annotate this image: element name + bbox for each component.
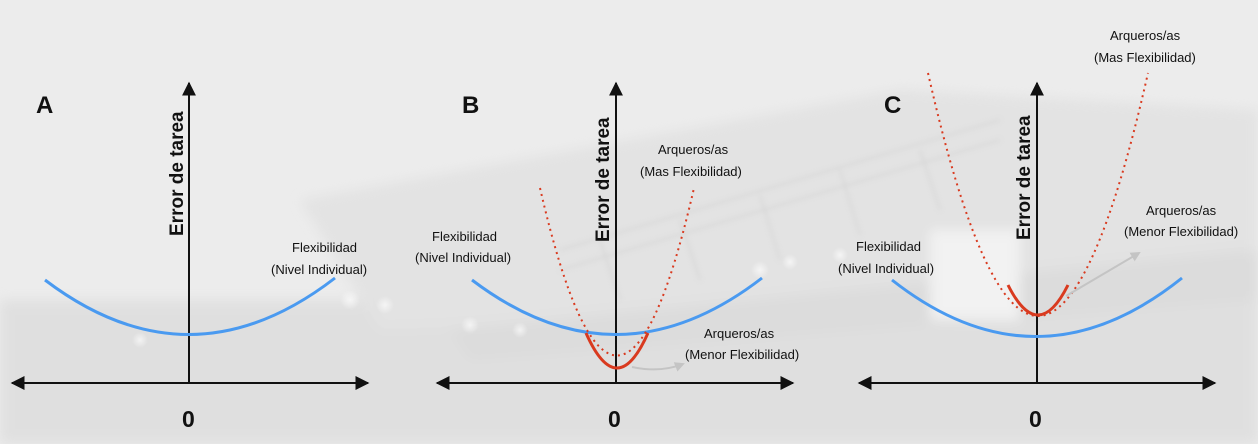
more-flexibility-label-line1: Arqueros/as bbox=[1110, 28, 1181, 43]
individual-flexibility-curve bbox=[891, 276, 1183, 338]
y-axis-title: Error de tarea bbox=[167, 111, 188, 236]
panel-letter: B bbox=[462, 92, 479, 119]
individual-flexibility-label-line2: (Nivel Individual) bbox=[838, 261, 934, 276]
less-flexibility-pointer-arrow bbox=[1065, 251, 1141, 297]
individual-flexibility-label-line1: Flexibilidad bbox=[432, 229, 497, 244]
panel-b: B Error de tarea 0 Flexibilidad (Nivel I… bbox=[415, 81, 799, 432]
individual-flexibility-label-line1: Flexibilidad bbox=[292, 240, 357, 255]
individual-flexibility-curve bbox=[44, 276, 336, 336]
archer-more-flexibility-curve bbox=[539, 187, 695, 357]
individual-flexibility-label-line2: (Nivel Individual) bbox=[415, 250, 511, 265]
archer-less-flexibility-curve bbox=[584, 332, 650, 370]
panel-c: C Error de tarea 0 Flexibilidad (Nivel I… bbox=[838, 28, 1238, 432]
more-flexibility-label-line2: (Mas Flexibilidad) bbox=[640, 164, 742, 179]
x-axis-zero-label: 0 bbox=[1029, 406, 1042, 432]
panel-a: A Error de tarea 0 Flexibilidad (Nivel I… bbox=[10, 81, 370, 432]
archer-less-flexibility-curve bbox=[1006, 284, 1070, 317]
less-flexibility-label-line1: Arqueros/as bbox=[704, 326, 775, 341]
panel-letter: C bbox=[884, 92, 901, 119]
more-flexibility-label-line2: (Mas Flexibilidad) bbox=[1094, 50, 1196, 65]
y-axis-title: Error de tarea bbox=[1014, 115, 1035, 240]
more-flexibility-label-line1: Arqueros/as bbox=[658, 142, 729, 157]
less-flexibility-pointer-arrow bbox=[631, 362, 685, 372]
x-axis-zero-label: 0 bbox=[182, 406, 195, 432]
less-flexibility-label-line2: (Menor Flexibilidad) bbox=[685, 347, 799, 362]
x-axis-zero-label: 0 bbox=[608, 406, 621, 432]
individual-flexibility-curve bbox=[471, 276, 763, 336]
individual-flexibility-label-line1: Flexibilidad bbox=[856, 239, 921, 254]
panel-letter: A bbox=[36, 92, 53, 119]
y-axis-title: Error de tarea bbox=[593, 117, 614, 242]
less-flexibility-label-line2: (Menor Flexibilidad) bbox=[1124, 224, 1238, 239]
individual-flexibility-label-line2: (Nivel Individual) bbox=[271, 262, 367, 277]
less-flexibility-label-line1: Arqueros/as bbox=[1146, 203, 1217, 218]
